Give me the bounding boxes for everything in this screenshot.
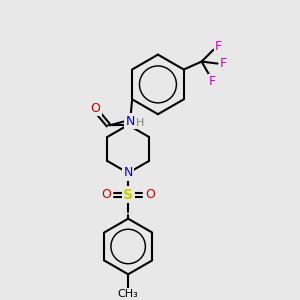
Text: CH₃: CH₃: [118, 289, 139, 299]
Text: O: O: [145, 188, 155, 201]
Text: O: O: [91, 102, 100, 115]
Text: O: O: [101, 188, 111, 201]
Text: S: S: [123, 188, 133, 202]
Text: F: F: [215, 40, 222, 53]
Text: F: F: [209, 75, 216, 88]
Text: N: N: [125, 115, 135, 128]
Text: H: H: [136, 118, 144, 128]
Text: F: F: [220, 57, 227, 70]
Text: N: N: [124, 167, 133, 179]
